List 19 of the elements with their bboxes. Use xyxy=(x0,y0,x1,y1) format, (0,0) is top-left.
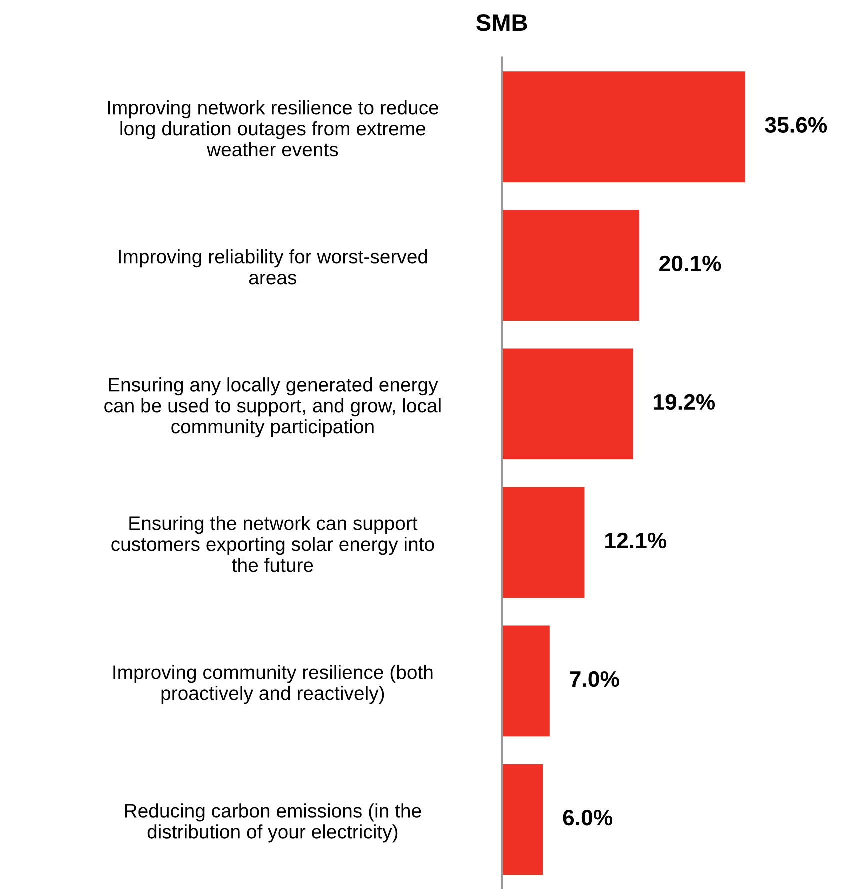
y-tick-label: Improving network resilience to reduce long duration outages from extreme weather events xyxy=(108,100,439,157)
y-tick-label: Reducing carbon emissions (in the distribution of your electricity) xyxy=(125,804,422,843)
data-label: 35.6% xyxy=(765,117,828,134)
bar xyxy=(502,210,640,322)
y-tick-label: Ensuring the network can support customers exporting solar energy into the future xyxy=(112,516,434,572)
bar xyxy=(502,72,746,182)
data-label: 12.1% xyxy=(606,532,667,549)
data-label: 7.0% xyxy=(570,671,620,688)
y-tick-label: Ensuring any locally generated energy can be used to support, and grow, local community participation xyxy=(104,378,441,438)
chart-title: SMB xyxy=(476,14,528,32)
bar xyxy=(502,348,634,460)
bar xyxy=(502,626,550,737)
y-tick-label: Improving reliability for worst-served areas xyxy=(119,249,428,285)
data-label: 6.0% xyxy=(563,810,613,826)
data-label: 19.2% xyxy=(654,394,716,410)
bar xyxy=(502,764,544,876)
bar xyxy=(502,487,585,598)
y-tick-label: Improving community resilience (both proactively and reactively) xyxy=(114,665,433,704)
data-label: 20.1% xyxy=(660,256,722,272)
